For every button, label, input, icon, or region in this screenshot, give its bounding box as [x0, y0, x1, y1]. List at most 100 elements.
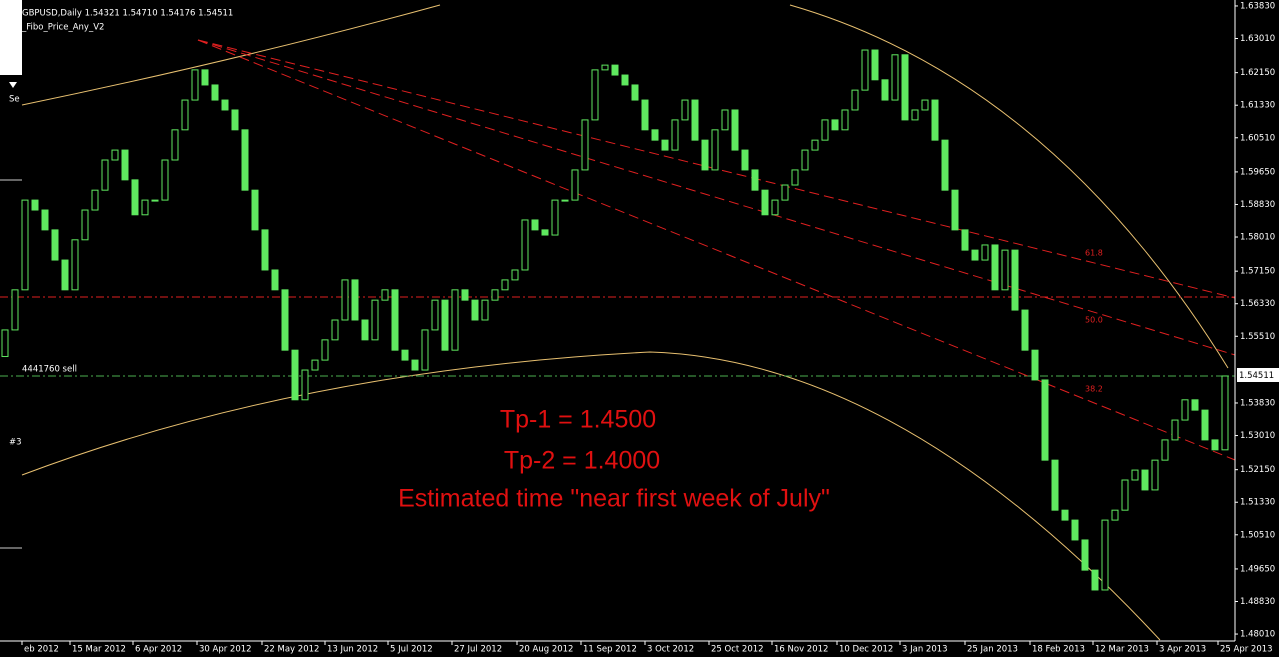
candle-body [551, 199, 559, 236]
curves [21, 4, 1229, 641]
candle-body [731, 109, 739, 151]
y-tick-label: 1.52150 [1240, 465, 1275, 475]
candle-body [101, 159, 109, 191]
fib-label: 38.2 [1085, 385, 1103, 394]
y-tick-label: 1.50510 [1240, 530, 1275, 540]
candle-body [111, 149, 119, 161]
candle-body [681, 99, 689, 121]
candle-body [1001, 249, 1009, 291]
x-tick-label: 15 Mar 2012 [72, 645, 126, 655]
candle-body [601, 64, 609, 71]
candle-body [761, 189, 769, 216]
candle-body [441, 299, 449, 351]
candle-body [321, 339, 329, 361]
candle-body [181, 99, 189, 131]
candle-body [991, 244, 999, 291]
candle-body [151, 199, 159, 202]
candle-body [1041, 379, 1049, 461]
candle-body [641, 99, 649, 131]
candle-body [631, 84, 639, 101]
candle-body [171, 129, 179, 161]
candle-body [461, 289, 469, 301]
x-tick-label: 3 Apr 2013 [1159, 645, 1206, 655]
side-label: #3 [9, 438, 22, 448]
x-tick-label: eb 2012 [24, 645, 59, 655]
candle-body [1141, 469, 1149, 491]
x-tick-label: 11 Sep 2012 [583, 645, 637, 655]
candle-body [981, 244, 989, 261]
y-tick-label: 1.59650 [1240, 167, 1275, 177]
candle-body [811, 139, 819, 151]
candle-body [471, 299, 479, 321]
candle-body [301, 369, 309, 401]
candle-body [391, 289, 399, 351]
x-tick-label: 30 Apr 2012 [199, 645, 252, 655]
candle-body [241, 129, 249, 191]
candle-body [81, 209, 89, 241]
candle-body [1021, 309, 1029, 351]
candle-body [721, 109, 729, 131]
x-tick-label: 10 Dec 2012 [839, 645, 893, 655]
candle-body [411, 359, 419, 371]
candle-body [161, 159, 169, 201]
candle-body [281, 289, 289, 351]
candle-body [821, 119, 829, 141]
candle-body [651, 129, 659, 141]
candle-body [581, 119, 589, 171]
candle-body [231, 109, 239, 131]
candle-body [591, 69, 599, 121]
candle-body [531, 219, 539, 231]
y-tick-label: 1.62150 [1240, 68, 1275, 78]
candle-body [1031, 349, 1039, 381]
candle-body [511, 269, 519, 281]
candle-body [381, 289, 389, 301]
candle-body [61, 259, 69, 291]
y-tick-label: 1.53830 [1240, 398, 1275, 408]
candle-body [451, 289, 459, 351]
y-tick-label: 1.57150 [1240, 267, 1275, 277]
candle-body [51, 229, 59, 261]
candle-body [541, 229, 549, 236]
candle-body [941, 139, 949, 191]
x-tick-label: 20 Aug 2012 [519, 645, 573, 655]
candles [1, 49, 1229, 591]
annotation: Estimated time "near first week of July" [398, 485, 830, 513]
candle-body [211, 84, 219, 101]
x-tick-label: 16 Nov 2012 [774, 645, 828, 655]
candle-body [691, 99, 699, 141]
candle-body [401, 349, 409, 361]
candle-body [841, 109, 849, 131]
candle-body [251, 189, 259, 231]
candle-body [1051, 459, 1059, 511]
x-tick-label: 18 Feb 2013 [1032, 645, 1085, 655]
fib-label: 50.0 [1085, 316, 1103, 325]
arc [789, 4, 1229, 369]
candle-body [931, 99, 939, 141]
annotation: Tp-2 = 1.4000 [504, 447, 660, 475]
candle-body [1221, 375, 1229, 451]
candle-body [861, 49, 869, 91]
candle-body [801, 149, 809, 171]
candle-body [91, 189, 99, 211]
symbol-info: GBPUSD,Daily 1.54321 1.54710 1.54176 1.5… [22, 9, 233, 19]
arc [21, 351, 1161, 641]
x-tick-label: 6 Apr 2012 [135, 645, 182, 655]
arc [21, 4, 441, 106]
candle-body [771, 199, 779, 216]
candle-body [271, 269, 279, 291]
x-tick-label: 3 Oct 2012 [647, 645, 694, 655]
candle-body [1131, 469, 1139, 481]
candle-body [711, 129, 719, 171]
candle-body [291, 349, 299, 401]
candle-body [491, 289, 499, 301]
candle-body [221, 99, 229, 111]
candle-body [961, 229, 969, 251]
x-tick-label: 22 May 2012 [264, 645, 319, 655]
candle-body [611, 64, 619, 76]
candle-body [311, 359, 319, 371]
indicator-name: _Fibo_Price_Any_V2 [21, 23, 104, 33]
candle-body [1161, 439, 1169, 461]
y-tick-label: 1.48830 [1240, 597, 1275, 607]
candle-body [11, 289, 19, 331]
